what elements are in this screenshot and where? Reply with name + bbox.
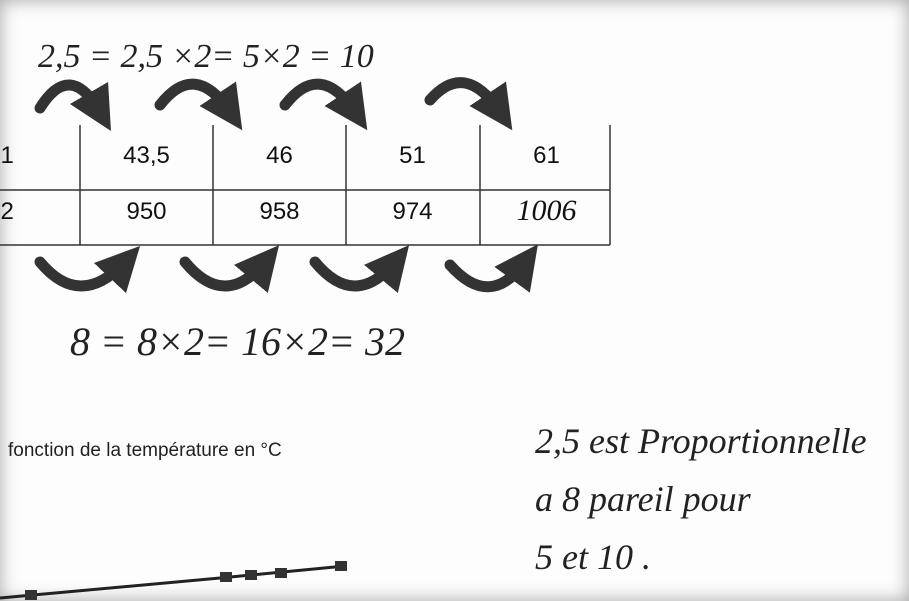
table-cell: 42	[0, 198, 14, 225]
note-line: 2,5 est Proportionnelle	[535, 421, 867, 461]
bottom-equation: 8 = 8×2= 16×2= 32	[70, 319, 405, 364]
table-cell: 1006	[516, 194, 577, 227]
caption: fonction de la température en °C	[8, 440, 282, 461]
note-line: 5 et 10 .	[535, 537, 651, 577]
note-line: a 8 pareil pour	[535, 479, 751, 519]
arrows	[34, 77, 538, 294]
table-grid	[0, 125, 611, 246]
chart-fragment	[0, 561, 347, 600]
table-cell: 950	[126, 198, 167, 225]
table-cell: 51	[399, 142, 426, 169]
table-cell: 61	[533, 142, 560, 169]
top-equation: 2,5 = 2,5 ×2= 5×2 = 10	[38, 38, 374, 75]
table-cell: 41	[0, 142, 14, 169]
table-cell: 974	[392, 198, 433, 225]
table-cell: 43,5	[123, 142, 170, 169]
table-cell: 46	[266, 142, 293, 169]
table-cell: 958	[259, 198, 300, 225]
